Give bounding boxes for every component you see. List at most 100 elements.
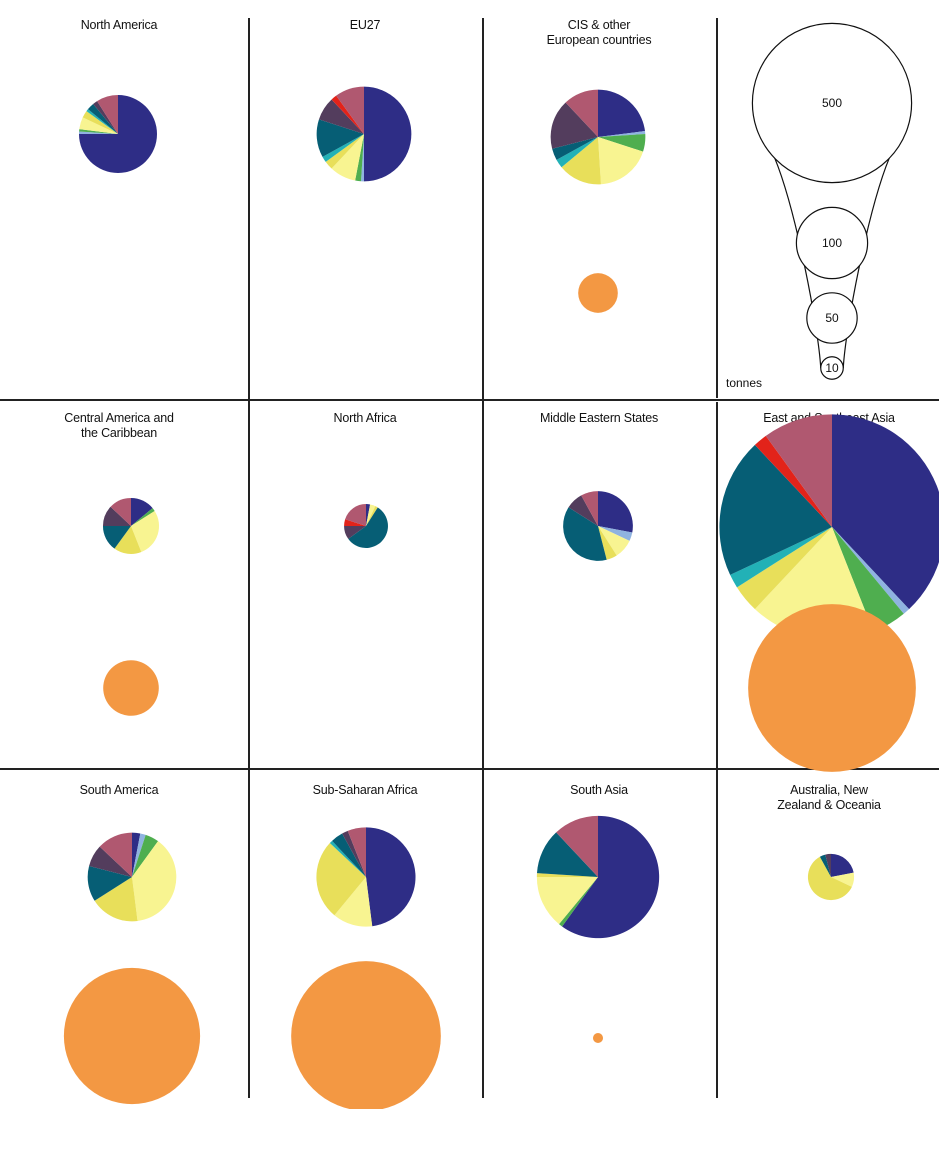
pie-slice-teal	[332, 833, 366, 877]
pie-slice-rose	[97, 95, 118, 134]
pie-slice-rose	[347, 827, 366, 877]
pie-slice-yellow	[807, 856, 852, 901]
pie-10	[807, 853, 855, 901]
pie-slice-green	[832, 527, 904, 632]
panel-title: Central America and the Caribbean	[64, 411, 174, 440]
pie-slice-navy	[598, 491, 633, 533]
pie-slice-teal	[552, 137, 598, 160]
pie-slice-lightblue	[832, 527, 910, 614]
pie-slice-lightblue	[79, 131, 118, 134]
pie-slice-navy	[364, 86, 412, 182]
pie-slice-rose	[565, 89, 598, 137]
pie-slice-navy	[832, 414, 939, 610]
pie-slice-navy	[598, 89, 645, 137]
pie-slice-yellow	[536, 873, 598, 877]
pie-1	[316, 86, 412, 182]
pie-slice-lightblue	[598, 526, 633, 541]
legend-funnel-outline	[774, 157, 890, 369]
panel-north-america: North America	[4, 18, 234, 388]
pie-slice-lightblue	[598, 131, 646, 137]
legend-label-100: 100	[822, 236, 842, 250]
pie-slice-navy	[131, 497, 153, 526]
pie-slice-paleyellow	[132, 841, 177, 921]
orange-circle-3	[103, 660, 159, 716]
pie-slice-navy	[366, 504, 371, 526]
pie-slice-teal	[819, 854, 831, 877]
panel-middle-eastern-states: Middle Eastern States	[484, 411, 714, 781]
pie-slice-yellow	[94, 877, 138, 922]
pie-slice-teal	[87, 865, 132, 901]
orange-circle-2	[578, 273, 618, 313]
pie-slice-rose	[99, 832, 132, 877]
pie-slice-cyan	[556, 137, 598, 168]
legend-circle-100	[795, 206, 869, 280]
legend-label-10: 10	[825, 361, 839, 375]
panel-title: Australia, New Zealand & Oceania	[777, 783, 881, 812]
pie-slice-rose	[345, 504, 366, 526]
pie-slice-rose	[581, 491, 598, 526]
legend-circle-50	[806, 292, 858, 344]
pie-slice-teal	[563, 507, 607, 561]
panel-cis-europe: CIS & other European countries	[484, 18, 714, 388]
pie-slice-red	[331, 95, 364, 134]
pie-slice-green	[355, 134, 364, 182]
pie-slice-rose	[336, 86, 364, 134]
scale-unit-label: tonnes	[726, 376, 763, 390]
grid-divider-vertical-2	[482, 18, 484, 1098]
pie-layer: 500 100 50 10	[63, 22, 939, 1109]
panel-title: Sub-Saharan Africa	[312, 783, 418, 797]
pie-7	[87, 832, 177, 922]
legend-label-50: 50	[825, 311, 839, 325]
panel-title: South Asia	[570, 783, 628, 797]
panel-south-asia: South Asia	[484, 783, 714, 1153]
panel-eu27: EU27	[250, 18, 480, 388]
pie-slice-darkmaroon	[568, 495, 598, 526]
pie-slice-teal	[316, 119, 364, 157]
pie-slice-lightblue	[132, 833, 146, 877]
grid-divider-horizontal-1	[0, 399, 939, 401]
pie-slice-yellow	[316, 843, 366, 916]
panel-title: EU27	[349, 18, 381, 32]
panel-australia-oceania: Australia, New Zealand & Oceania	[714, 783, 939, 1153]
pie-slice-teal	[102, 526, 131, 549]
pie-3	[102, 497, 160, 555]
pie-slice-yellow	[114, 526, 142, 555]
pie-slice-rose	[556, 815, 598, 877]
pie-slice-navy	[132, 832, 141, 877]
orange-circle-7	[63, 967, 201, 1105]
pie-slice-darkmaroon	[93, 101, 118, 134]
pie-slice-green	[131, 508, 155, 526]
pie-5	[563, 491, 633, 561]
pie-6	[719, 414, 939, 640]
panel-central-america-caribbean: Central America and the Caribbean	[4, 411, 234, 781]
grid-divider-vertical-4	[716, 402, 718, 1098]
pie-0	[79, 95, 157, 173]
pie-slice-darkmaroon	[550, 102, 598, 149]
pie-slice-paleyellow	[131, 510, 160, 553]
pie-slice-yellow	[366, 506, 378, 526]
pie-slice-yellow	[561, 137, 601, 185]
legend-label-500: 500	[822, 96, 842, 110]
size-legend: 500 100 50 10	[751, 22, 913, 380]
pie-8	[316, 827, 416, 927]
pie-slice-teal	[348, 507, 388, 548]
pie-slice-darkmaroon	[344, 526, 366, 539]
pie-slice-darkmaroon	[318, 99, 364, 134]
pie-slice-navy	[366, 827, 416, 927]
pie-slice-paleyellow	[598, 137, 644, 185]
pie-slice-green	[559, 877, 598, 927]
pie-slice-navy	[831, 853, 854, 877]
pie-slice-cyan	[329, 840, 366, 877]
pie-slice-red	[344, 519, 366, 526]
pie-slice-teal	[536, 832, 598, 877]
pie-slice-red	[754, 435, 832, 527]
pie-slice-yellow	[736, 527, 832, 610]
pie-slice-yellow	[598, 526, 617, 560]
pie-slice-lightblue	[361, 134, 364, 182]
panel-title: CIS & other European countries	[546, 18, 652, 47]
panel-title: North America	[80, 18, 158, 32]
pie-slice-paleyellow	[831, 872, 855, 887]
pie-slice-navy	[562, 815, 660, 939]
panel-title: Middle Eastern States	[539, 411, 659, 425]
legend-circle-10	[820, 356, 844, 380]
